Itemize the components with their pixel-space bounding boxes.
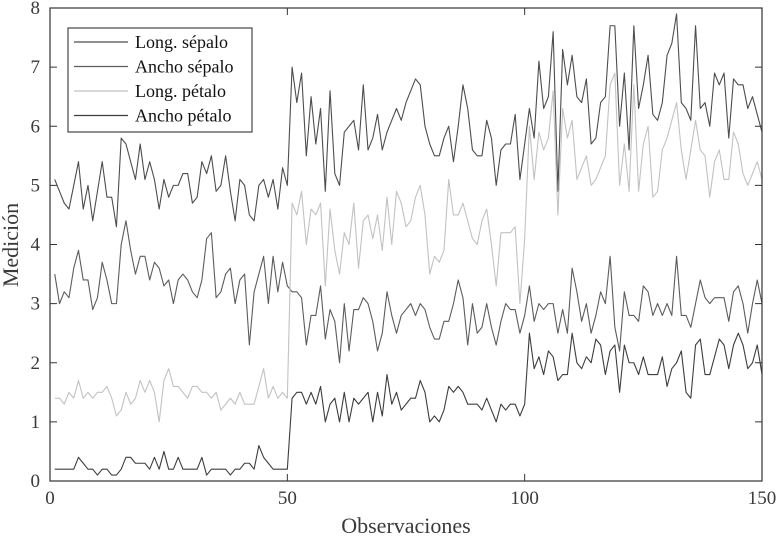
legend-label: Ancho sépalo [135, 57, 233, 77]
legend-entries: Long. sépalo Ancho sépalo Long. pétalo Anch… [74, 32, 233, 126]
y-tick-label: 2 [31, 353, 41, 374]
y-tick-label: 3 [31, 294, 41, 315]
series-line-1 [54, 13, 763, 228]
y-tick-label: 8 [31, 0, 41, 19]
x-axis-title: Observaciones [341, 513, 471, 538]
x-tick-label: 50 [278, 488, 297, 509]
y-tick-label: 4 [31, 235, 41, 256]
legend-box [67, 27, 253, 133]
y-tick-label: 1 [31, 412, 41, 433]
x-tick-label: 150 [748, 488, 777, 509]
series-line-3 [54, 72, 763, 423]
y-tick-label: 7 [31, 57, 41, 78]
legend-label: Long. pétalo [135, 81, 226, 101]
series-line-2 [54, 220, 763, 364]
y-tick-label: 6 [31, 116, 41, 137]
y-tick-label: 5 [31, 175, 41, 196]
axis-ticks: 0 50 100 150 0 1 2 3 4 5 6 7 8 [31, 0, 777, 509]
y-axis-title: Medición [0, 203, 23, 287]
legend-label: Long. sépalo [135, 32, 228, 52]
series-layer [54, 13, 763, 476]
legend: Long. sépalo Ancho sépalo Long. pétalo Anch… [67, 27, 253, 133]
series-line-4 [54, 332, 763, 476]
x-tick-label: 0 [45, 488, 55, 509]
x-tick-label: 100 [510, 488, 539, 509]
y-tick-label: 0 [31, 471, 41, 492]
legend-label: Ancho pétalo [135, 106, 231, 126]
